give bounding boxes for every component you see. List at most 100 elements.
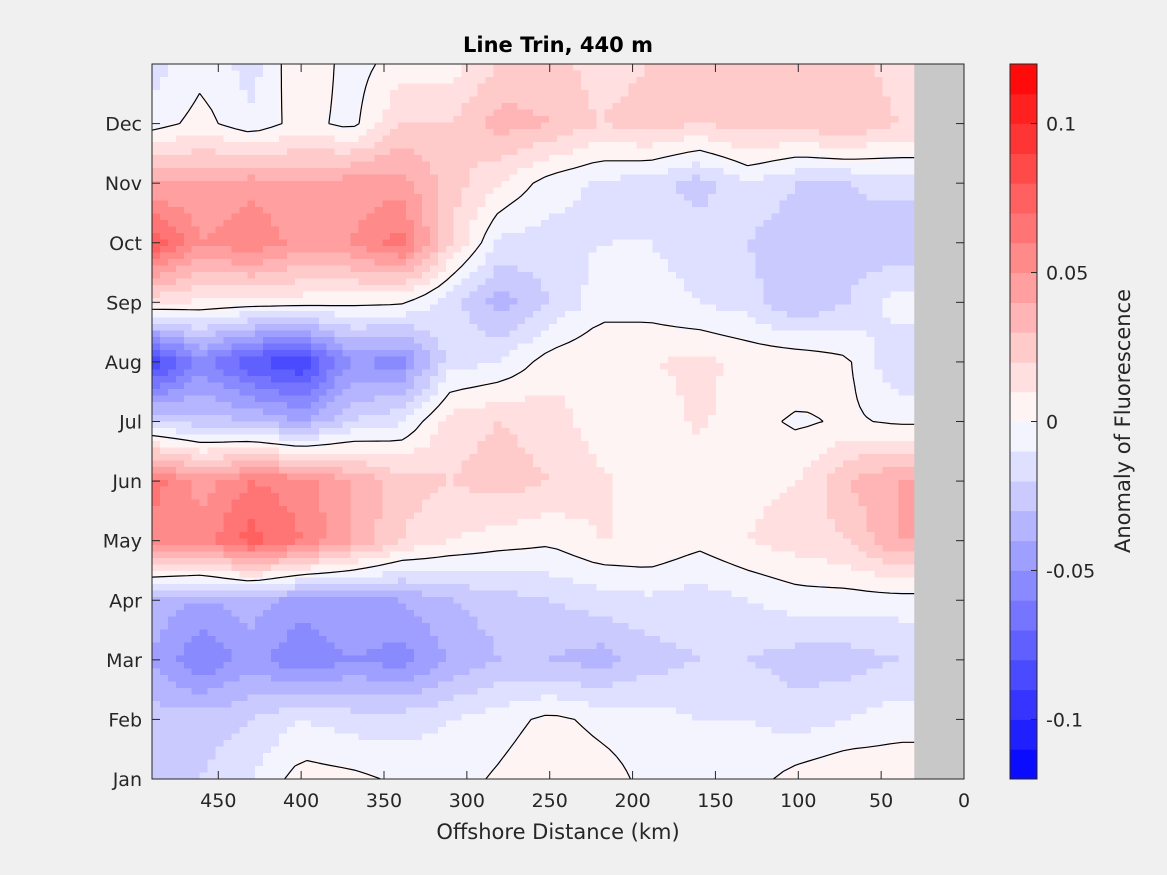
contour-cell xyxy=(159,122,169,130)
contour-cell xyxy=(803,239,812,247)
contour-cell xyxy=(302,122,312,130)
contour-cell xyxy=(779,265,788,273)
contour-cell xyxy=(271,317,280,325)
contour-cell xyxy=(779,363,788,371)
contour-cell xyxy=(517,64,526,72)
contour-cell xyxy=(755,298,765,306)
contour-cell xyxy=(342,83,352,91)
contour-cell xyxy=(628,233,637,241)
contour-cell xyxy=(636,194,645,202)
contour-cell xyxy=(826,356,836,364)
contour-cell xyxy=(596,272,606,280)
contour-cell xyxy=(215,96,225,104)
contour-cell xyxy=(850,395,860,403)
contour-cell xyxy=(382,233,391,241)
contour-cell xyxy=(803,70,812,78)
contour-cell xyxy=(517,389,526,397)
contour-cell xyxy=(795,83,804,91)
contour-cell xyxy=(866,298,876,306)
contour-cell xyxy=(191,272,201,280)
contour-cell xyxy=(541,174,550,182)
contour-cell xyxy=(826,233,836,241)
contour-cell xyxy=(707,90,717,98)
contour-cell xyxy=(406,135,415,143)
contour-cell xyxy=(358,382,367,390)
contour-cell xyxy=(509,285,518,293)
contour-cell xyxy=(358,122,367,130)
contour-cell xyxy=(231,233,240,241)
contour-cell xyxy=(421,226,431,234)
contour-cell xyxy=(541,233,550,241)
contour-cell xyxy=(429,142,439,150)
contour-cell xyxy=(644,304,653,312)
contour-cell xyxy=(668,181,677,189)
contour-cell xyxy=(326,207,336,215)
contour-cell xyxy=(191,109,201,117)
contour-cell xyxy=(414,363,423,371)
contour-cell xyxy=(898,382,907,390)
contour-cell xyxy=(374,168,383,176)
contour-cell xyxy=(866,116,876,124)
contour-cell xyxy=(644,135,653,143)
contour-cell xyxy=(263,304,272,312)
contour-cell xyxy=(183,304,193,312)
contour-cell xyxy=(652,239,661,247)
contour-cell xyxy=(461,389,471,397)
contour-cell xyxy=(358,311,367,319)
contour-cell xyxy=(882,64,892,72)
contour-cell xyxy=(509,109,518,117)
contour-cell xyxy=(723,350,733,358)
contour-cell xyxy=(334,343,344,351)
contour-cell xyxy=(453,343,463,351)
contour-cell xyxy=(676,148,685,156)
contour-cell xyxy=(437,77,447,85)
contour-cell xyxy=(549,129,558,137)
contour-cell xyxy=(763,337,772,345)
contour-cell xyxy=(747,239,757,247)
contour-cell xyxy=(874,96,884,104)
contour-cell xyxy=(326,109,336,117)
contour-cell xyxy=(541,395,550,403)
contour-cell xyxy=(374,239,383,247)
contour-cell xyxy=(406,239,415,247)
contour-cell xyxy=(358,194,367,202)
contour-cell xyxy=(255,252,264,260)
contour-cell xyxy=(779,330,788,338)
contour-cell xyxy=(152,161,161,169)
contour-cell xyxy=(183,64,193,72)
contour-cell xyxy=(684,226,693,234)
contour-cell xyxy=(699,200,709,208)
contour-cell xyxy=(668,90,677,98)
contour-cell xyxy=(906,350,915,358)
contour-cell xyxy=(231,311,240,319)
contour-cell xyxy=(437,376,447,384)
contour-cell xyxy=(771,220,780,228)
contour-cell xyxy=(660,265,669,273)
contour-cell xyxy=(398,168,407,176)
contour-cell xyxy=(294,343,304,351)
contour-cell xyxy=(826,252,836,260)
contour-cell xyxy=(556,350,566,358)
contour-cell xyxy=(660,207,669,215)
contour-cell xyxy=(271,239,280,247)
contour-cell xyxy=(556,122,566,130)
contour-cell xyxy=(620,194,630,202)
contour-cell xyxy=(342,174,352,182)
contour-cell xyxy=(382,103,391,111)
contour-cell xyxy=(286,77,296,85)
contour-cell xyxy=(406,285,415,293)
contour-cell xyxy=(906,83,915,91)
contour-cell xyxy=(223,155,232,163)
contour-cell xyxy=(858,77,868,85)
contour-cell xyxy=(334,90,344,98)
contour-cell xyxy=(628,116,637,124)
contour-cell xyxy=(803,181,812,189)
contour-cell xyxy=(302,213,312,221)
contour-cell xyxy=(795,304,804,312)
contour-cell xyxy=(850,324,860,332)
contour-cell xyxy=(318,272,328,280)
contour-cell xyxy=(445,64,455,72)
contour-cell xyxy=(779,142,788,150)
contour-cell xyxy=(183,226,193,234)
contour-cell xyxy=(763,382,772,390)
